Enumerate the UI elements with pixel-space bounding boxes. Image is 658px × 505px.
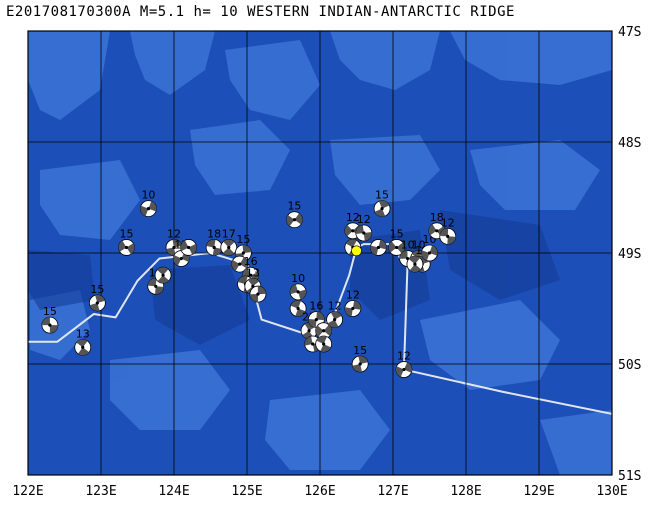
latitude-label: 48S [618,136,641,151]
focal-mechanism[interactable]: 13 [74,327,92,356]
focal-depth-label: 12 [357,213,371,226]
focal-depth-label: 10 [412,239,426,252]
focal-mechanism[interactable] [406,255,424,273]
latitude-labels: 47S 48S 49S 50S 51S [618,25,641,484]
focal-mechanism[interactable]: 15 [351,344,369,373]
longitude-label: 124E [158,484,189,499]
map-frame [27,30,613,476]
focal-depth-label: 12 [441,216,455,229]
focal-depth-label: 10 [291,272,305,285]
focal-mechanism[interactable] [289,300,307,317]
focal-depth-label: 12 [346,211,360,224]
focal-mechanism[interactable]: 17 [220,227,238,256]
focal-depth-label: 18 [430,211,444,224]
focal-depth-label: 15 [353,344,367,357]
longitude-label: 122E [12,484,43,499]
focal-mechanism[interactable]: 10 [140,189,157,218]
bathymetry: 1513151015101215181715161315102216121212… [28,31,612,475]
focal-depth-label: 15 [390,227,404,240]
focal-depth-label: 15 [90,283,104,296]
latitude-label: 47S [618,25,641,40]
longitude-labels: 122E 123E 124E 125E 126E 127E 128E 129E 130E [12,484,627,499]
focal-mechanism[interactable]: 12 [344,289,362,317]
longitude-label: 127E [377,484,408,499]
focal-depth-label: 12 [346,289,360,302]
longitude-label: 126E [304,484,335,499]
longitude-label: 125E [231,484,262,499]
focal-mechanism[interactable]: 12 [326,300,344,329]
focal-depth-label: 16 [309,300,323,313]
focal-depth-label: 15 [287,200,301,213]
focal-depth-label: 13 [76,327,90,340]
focal-mechanism[interactable] [315,335,333,353]
focal-mechanism[interactable] [249,285,267,303]
latitude-label: 50S [618,358,641,373]
focal-mechanism[interactable] [231,255,249,273]
focal-depth-label: 10 [401,239,415,252]
focal-mechanism[interactable]: 12 [355,213,373,242]
focal-depth-label: 15 [236,233,250,246]
focal-mechanism[interactable] [180,239,198,256]
focal-mechanism[interactable]: 12 [439,216,457,245]
focal-depth-label: 17 [222,227,236,240]
longitude-label: 130E [596,484,627,499]
focal-depth-label: 15 [43,305,57,318]
focal-depth-label: 10 [141,189,155,202]
latitude-label: 51S [618,469,641,484]
focal-mechanism[interactable]: 15 [388,227,406,256]
focal-mechanism[interactable]: 15 [88,283,106,312]
focal-mechanism[interactable] [154,266,172,284]
focal-depth-label: 13 [246,266,260,279]
focal-depth-label: 16 [244,255,258,268]
map-title: E201708170300A M=5.1 h= 10 WESTERN INDIA… [6,4,515,20]
focal-depth-label: 12 [397,350,411,363]
longitude-label: 123E [85,484,116,499]
focal-depth-label: 15 [375,189,389,202]
latitude-label: 49S [618,247,641,262]
event-epicenter-marker[interactable] [351,245,362,257]
focal-mechanism[interactable]: 15 [41,305,59,334]
focal-depth-label: 12 [167,227,181,240]
focal-mechanism[interactable]: 18 [205,227,223,256]
focal-mechanism[interactable]: 12 [165,227,183,256]
focal-mechanism[interactable]: 12 [395,350,413,378]
longitude-label: 128E [450,484,481,499]
focal-mechanism[interactable]: 10 [289,272,307,301]
longitude-label: 129E [523,484,554,499]
focal-mechanism[interactable] [369,239,387,256]
focal-mechanism[interactable]: 15 [373,189,391,218]
focal-depth-label: 12 [328,300,342,313]
focal-depth-label: 15 [120,227,134,240]
focal-mechanism[interactable]: 15 [286,200,303,229]
focal-depth-label: 18 [207,227,221,240]
focal-mechanism[interactable] [315,322,333,340]
focal-mechanism[interactable]: 15 [118,227,135,256]
